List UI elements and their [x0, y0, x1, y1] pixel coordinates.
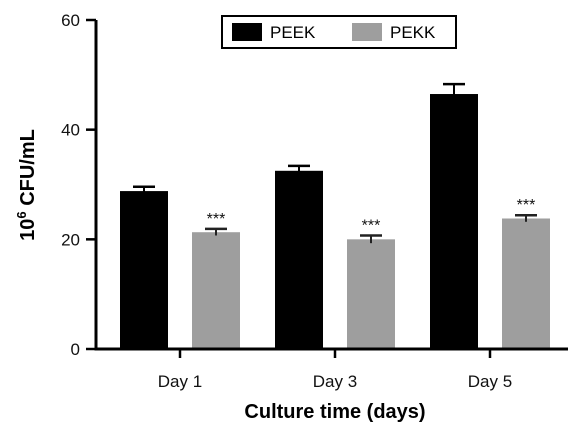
legend-swatch-pekk [352, 23, 382, 41]
y-tick-label: 60 [61, 11, 80, 30]
bar-pekk [192, 232, 240, 349]
x-tick-label: Day 1 [158, 372, 202, 391]
y-tick-label: 20 [61, 230, 80, 249]
x-tick-label: Day 3 [313, 372, 357, 391]
significance-mark: *** [207, 211, 226, 228]
y-axis-ticks: 0 20 40 60 [61, 11, 96, 359]
error-bars [133, 82, 537, 244]
significance-marks: *** *** *** [207, 197, 536, 234]
bar-peek [275, 170, 323, 349]
x-axis-title: Culture time (days) [244, 401, 425, 423]
bar-pekk [502, 218, 550, 349]
legend-label-peek: PEEK [270, 23, 316, 42]
significance-mark: *** [362, 217, 381, 234]
y-tick-label: 0 [71, 340, 80, 359]
bar-pekk [347, 239, 395, 349]
x-axis-ticks: Day 1 Day 3 Day 5 [158, 349, 512, 391]
y-axis-title: 106 CFU/mL [14, 129, 39, 241]
x-tick-label: Day 5 [468, 372, 512, 391]
significance-mark: *** [517, 197, 536, 214]
legend-swatch-peek [232, 23, 262, 41]
legend: PEEK PEKK [221, 15, 457, 49]
bars [120, 94, 550, 350]
y-tick-label: 40 [61, 121, 80, 140]
bar-peek [120, 191, 168, 349]
bar-peek [430, 94, 478, 350]
legend-label-pekk: PEKK [390, 23, 436, 42]
